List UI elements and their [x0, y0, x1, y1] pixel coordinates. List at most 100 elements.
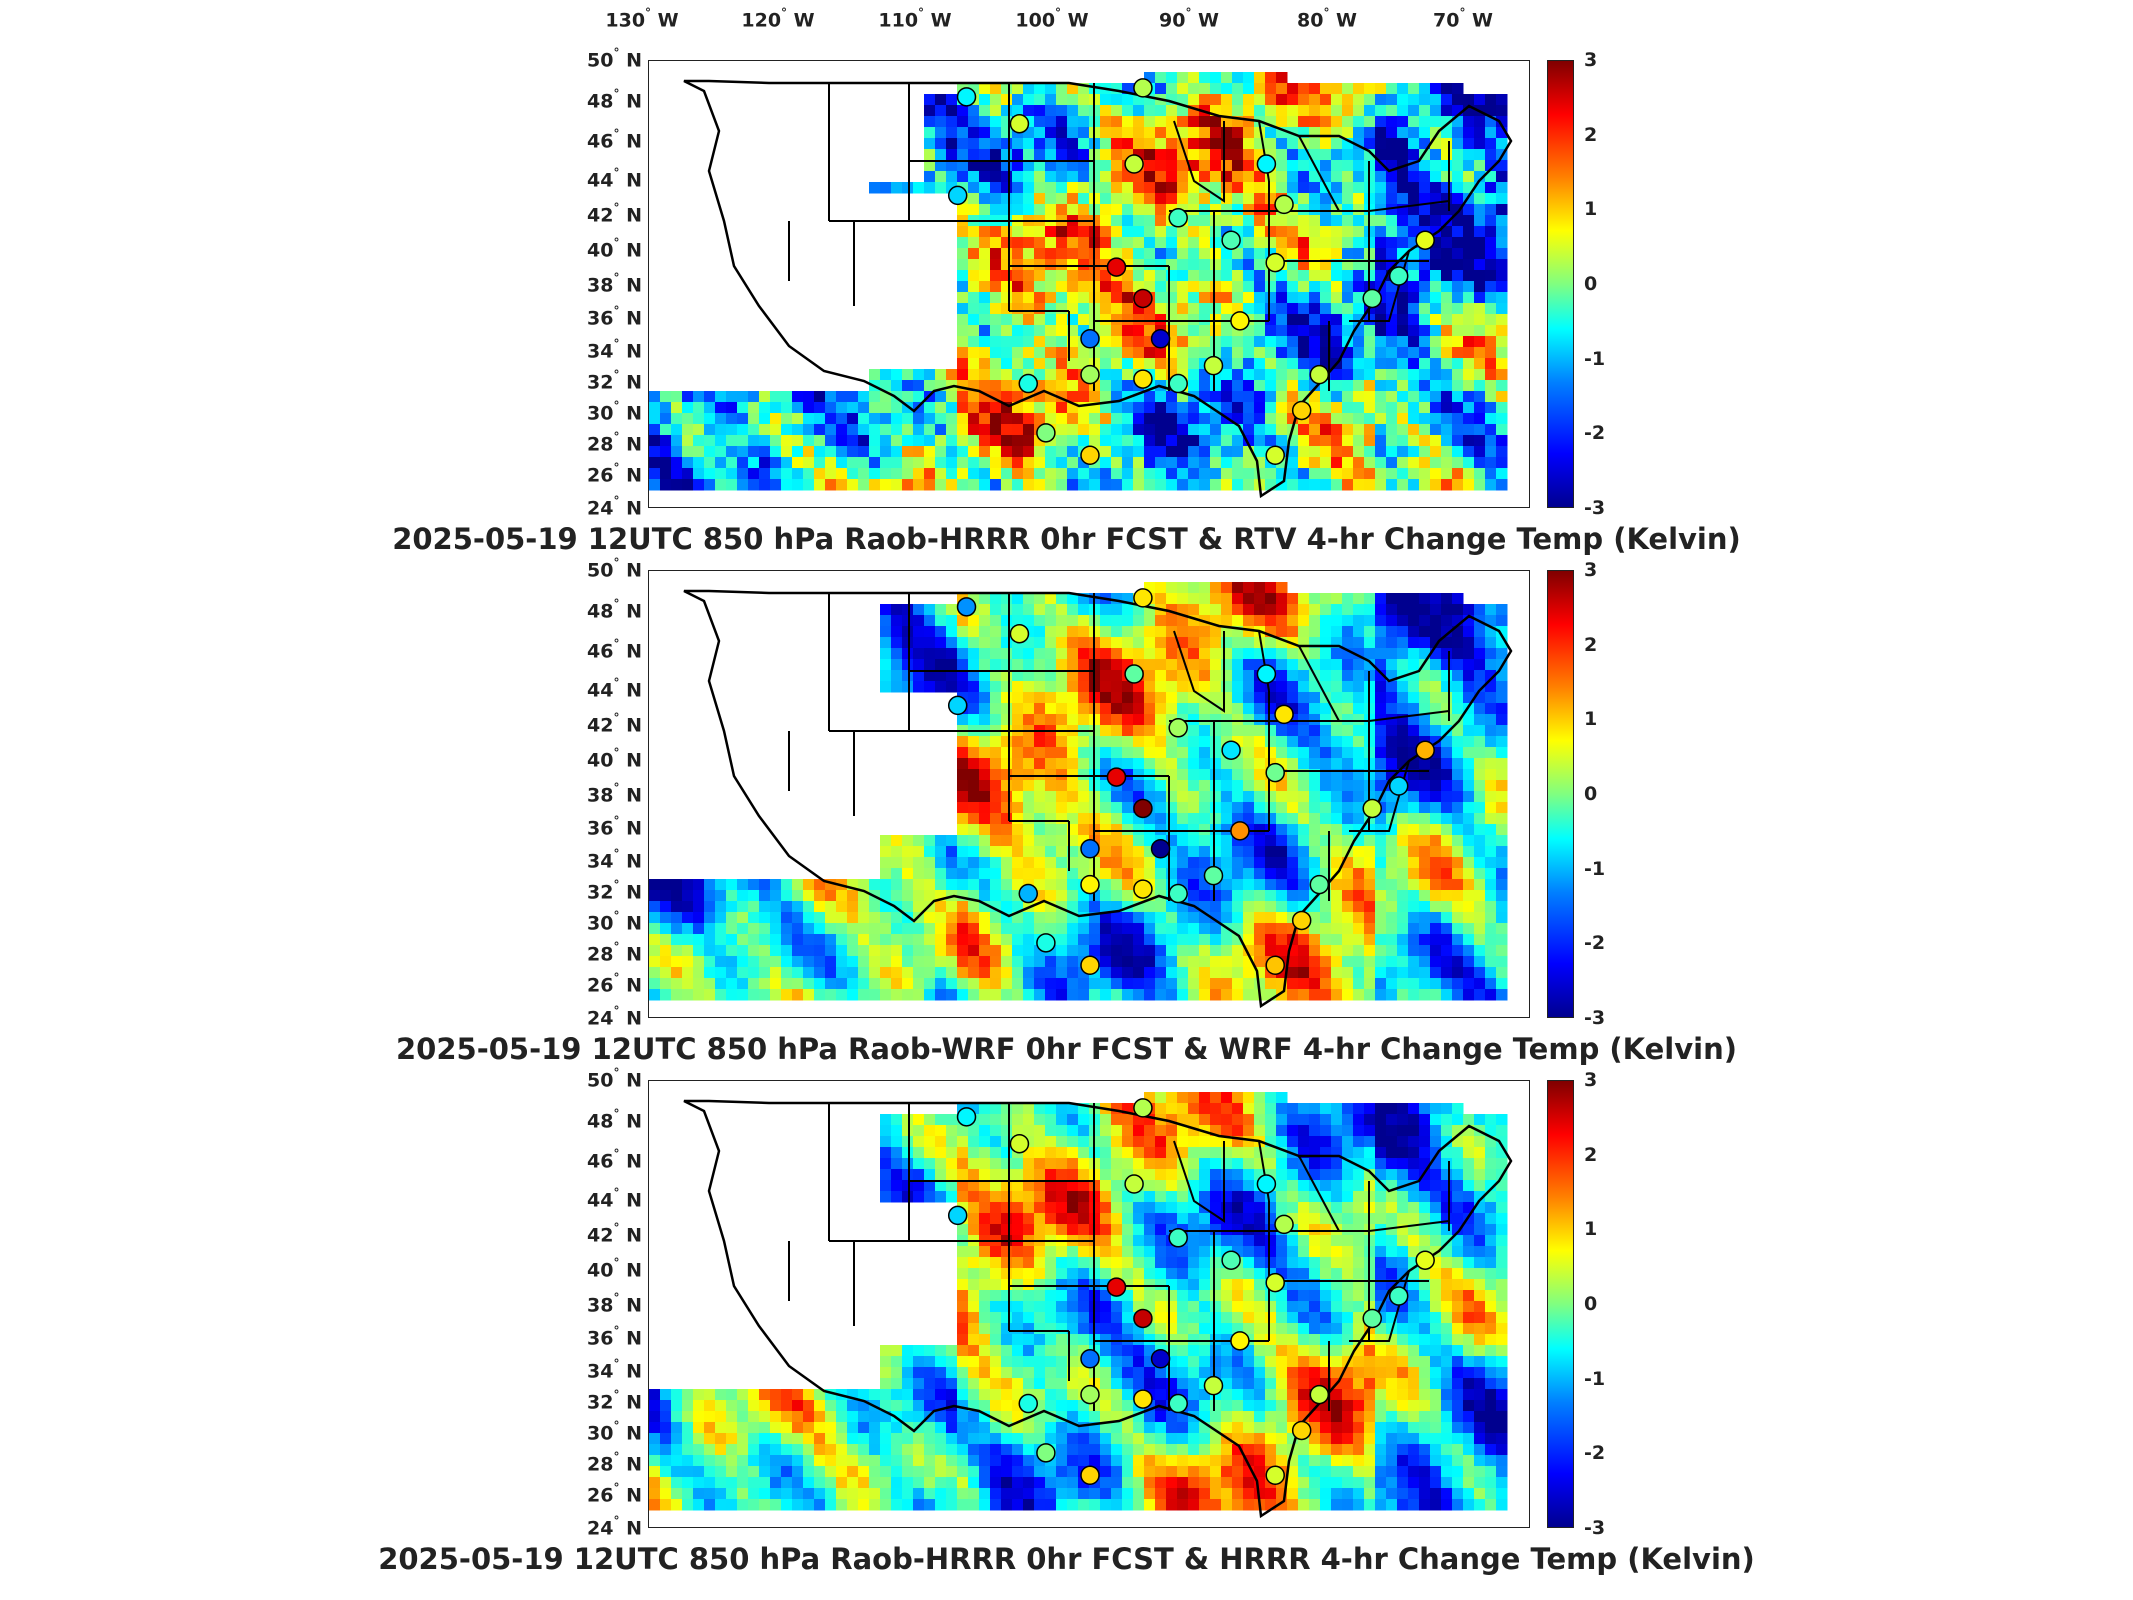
panel-title: 2025-05-19 12UTC 850 hPa Raob-HRRR 0hr F… [392, 522, 1741, 556]
raob-station-marker [1080, 329, 1100, 349]
raob-station-marker [1265, 252, 1285, 273]
raob-station-marker [1133, 288, 1153, 309]
raob-station-marker [1133, 1098, 1153, 1118]
map-panel-hrrr: 2025-05-19 12UTC 850 hPa Raob-HRRR 0hr F… [0, 1066, 2133, 1590]
raob-station-marker [1106, 1277, 1127, 1297]
raob-station-marker [1080, 955, 1100, 975]
raob-station-marker [1309, 874, 1330, 895]
raob-station-marker [1168, 718, 1188, 738]
map-plot [648, 60, 1530, 508]
latitude-tick-label: 44° N [587, 166, 642, 192]
raob-station-marker [1256, 1174, 1277, 1194]
colorbar-tick-label: -1 [1584, 347, 1606, 370]
raob-station-marker [1036, 423, 1056, 443]
raob-station-marker [1230, 821, 1250, 841]
latitude-tick-label: 28° N [587, 430, 642, 456]
latitude-tick-label: 42° N [587, 711, 642, 737]
raob-station-marker [1291, 910, 1312, 931]
latitude-tick-label: 48° N [587, 597, 642, 623]
raob-station-marker [1133, 879, 1153, 899]
latitude-tick-label: 32° N [587, 878, 642, 904]
state-boundary [1173, 1140, 1225, 1223]
raob-station-marker [1230, 311, 1250, 331]
latitude-tick-label: 30° N [587, 399, 642, 425]
raob-station-marker [1168, 883, 1188, 904]
colorbar-tick-label: 0 [1584, 273, 1598, 295]
raob-station-marker [1265, 1272, 1285, 1293]
latitude-tick-label: 28° N [587, 940, 642, 966]
state-boundary [1173, 630, 1225, 713]
raob-station-marker [1133, 1308, 1153, 1329]
raob-station-marker [956, 597, 977, 617]
raob-station-marker [1309, 1384, 1330, 1405]
raob-station-marker [1080, 1465, 1100, 1485]
raob-station-marker [1080, 839, 1100, 859]
raob-station-marker [1388, 266, 1409, 286]
raob-station-marker [1080, 364, 1100, 385]
colorbar-tick-label: 1 [1584, 198, 1598, 221]
raob-station-marker [1221, 740, 1241, 760]
latitude-tick-label: 34° N [587, 337, 642, 363]
raob-station-marker [1018, 883, 1039, 904]
raob-station-marker [956, 1107, 977, 1127]
raob-station-marker [1036, 933, 1056, 953]
raob-station-marker [1124, 664, 1144, 684]
raob-station-marker [1018, 1393, 1039, 1414]
country-outline [683, 589, 1513, 1009]
state-boundary [1368, 200, 1450, 212]
colorbar-tick-label: 3 [1584, 559, 1598, 581]
raob-station-marker [1362, 798, 1382, 819]
colorbar-tick-label: 3 [1584, 49, 1598, 71]
latitude-tick-label: 38° N [587, 781, 642, 807]
colorbar-tick-label: 1 [1584, 1218, 1598, 1241]
raob-station-marker [1080, 1349, 1100, 1369]
raob-station-marker [1203, 355, 1224, 376]
raob-station-marker [1150, 1349, 1171, 1369]
raob-station-marker [1036, 1443, 1056, 1463]
raob-station-marker [1203, 865, 1224, 886]
raob-station-marker [1080, 445, 1100, 465]
latitude-tick-label: 50° N [587, 556, 642, 582]
raob-station-marker [1256, 154, 1277, 174]
latitude-tick-label: 38° N [587, 1291, 642, 1317]
latitude-tick-label: 34° N [587, 847, 642, 873]
latitude-tick-label: 36° N [587, 814, 642, 840]
raob-station-marker [1009, 113, 1030, 134]
raob-station-marker [1274, 1214, 1294, 1235]
latitude-tick-label: 46° N [587, 1147, 642, 1173]
raob-station-marker [1256, 664, 1277, 684]
raob-station-marker [1150, 329, 1171, 349]
panel-title: 2025-05-19 12UTC 850 hPa Raob-WRF 0hr FC… [395, 1032, 1737, 1066]
latitude-tick-label: 42° N [587, 1221, 642, 1247]
latitude-tick-label: 32° N [587, 1388, 642, 1414]
raob-station-marker [1080, 1384, 1100, 1405]
latitude-tick-label: 32° N [587, 368, 642, 394]
raob-station-marker [1309, 364, 1330, 385]
longitude-tick-label: 100° W [1015, 6, 1089, 32]
raob-station-marker [1009, 623, 1030, 644]
raob-station-marker [1133, 369, 1153, 389]
raob-station-marker [956, 87, 977, 107]
raob-station-marker [1080, 874, 1100, 895]
map-plot [648, 1080, 1530, 1528]
map-plot [648, 570, 1530, 1018]
state-boundary [1298, 1155, 1340, 1232]
latitude-tick-label: 26° N [587, 1481, 642, 1507]
country-outline [683, 1099, 1513, 1519]
map-canvas [649, 1092, 1513, 1519]
latitude-tick-label: 40° N [587, 1256, 642, 1282]
colorbar-tick-label: 3 [1584, 1069, 1598, 1091]
map-panel-hrrr-rtv: 2025-05-19 12UTC 850 hPa Raob-HRRR 0hr F… [0, 46, 2133, 560]
latitude-tick-label: 44° N [587, 1186, 642, 1212]
raob-station-marker [1265, 445, 1285, 465]
colorbar-tick-label: -1 [1584, 1367, 1606, 1390]
temperature-field [649, 72, 1508, 491]
raob-station-marker [1415, 740, 1435, 760]
panel-title: 2025-05-19 12UTC 850 hPa Raob-HRRR 0hr F… [378, 1542, 1755, 1576]
raob-station-marker [1415, 230, 1435, 250]
raob-station-marker [1415, 1250, 1435, 1270]
raob-station-marker [1362, 288, 1382, 309]
longitude-tick-label: 130° W [605, 6, 679, 32]
state-boundary [1298, 135, 1340, 212]
colorbar-tick-label: -3 [1584, 497, 1606, 519]
